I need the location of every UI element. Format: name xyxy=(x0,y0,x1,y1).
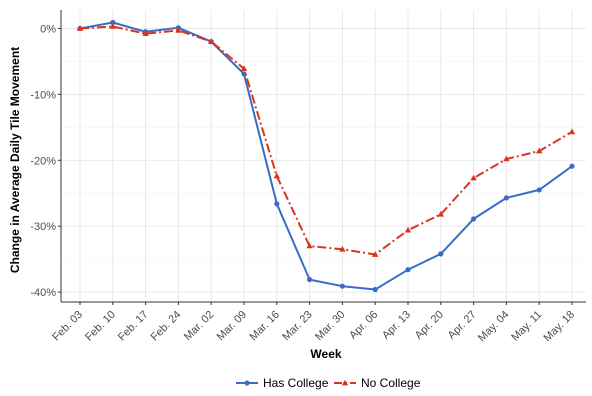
x-tick-label: Apr. 20 xyxy=(413,309,446,342)
x-tick-label: Feb. 03 xyxy=(50,309,85,344)
legend-label-has-college: Has College xyxy=(263,376,329,390)
x-tick-label: Mar. 02 xyxy=(182,309,216,343)
x-tick-label: Apr. 13 xyxy=(380,309,413,342)
data-point-has-college xyxy=(536,187,542,193)
x-tick-label: Apr. 27 xyxy=(446,309,479,342)
x-tick-label: Mar. 09 xyxy=(215,309,249,343)
legend: Has College No College xyxy=(236,376,421,390)
x-tick-label: May. 04 xyxy=(476,309,512,345)
data-point-no-college xyxy=(437,210,444,217)
x-tick-label: Mar. 30 xyxy=(313,309,347,343)
series-line-has-college xyxy=(79,21,573,291)
series-line-no-college xyxy=(79,25,573,256)
x-tick-label: Feb. 17 xyxy=(116,309,151,344)
y-tick-label: -10% xyxy=(30,89,56,101)
data-point-no-college xyxy=(536,147,543,154)
x-tick-label: Mar. 16 xyxy=(247,309,281,343)
data-point-no-college xyxy=(404,226,412,233)
data-point-has-college xyxy=(307,276,313,283)
data-point-no-college xyxy=(306,242,313,249)
series xyxy=(76,19,576,293)
legend-marker-no-college xyxy=(341,379,349,386)
x-tick-label: Mar. 23 xyxy=(280,309,314,343)
data-point-no-college xyxy=(240,65,248,71)
x-tick-label: Feb. 10 xyxy=(83,309,118,344)
y-tick-label: -40% xyxy=(30,287,56,299)
data-point-no-college xyxy=(470,174,477,181)
legend-marker-has-college xyxy=(244,380,250,386)
data-point-no-college xyxy=(208,38,215,44)
y-tick-label: -20% xyxy=(30,155,56,167)
data-point-no-college xyxy=(339,245,346,252)
data-point-no-college xyxy=(503,155,510,162)
data-point-no-college xyxy=(175,27,182,33)
data-point-no-college xyxy=(273,172,280,179)
x-tick-label: May. 18 xyxy=(542,309,578,345)
x-axis-title: Week xyxy=(310,347,341,361)
data-point-has-college xyxy=(339,283,345,289)
axes xyxy=(58,10,586,305)
x-tick-label: May. 11 xyxy=(509,309,544,344)
legend-label-no-college: No College xyxy=(361,376,421,390)
data-point-has-college xyxy=(471,216,477,222)
data-point-no-college xyxy=(109,23,116,29)
data-point-no-college xyxy=(372,251,379,257)
y-axis-title: Change in Average Daily Tile Movement xyxy=(8,47,22,273)
y-tick-label: -30% xyxy=(30,221,56,233)
data-point-has-college xyxy=(569,163,575,169)
x-tick-label: Feb. 24 xyxy=(149,309,184,344)
data-point-has-college xyxy=(110,19,116,26)
grid xyxy=(61,10,586,302)
data-point-no-college xyxy=(142,30,149,37)
data-point-has-college xyxy=(274,201,280,207)
x-tick-label: Apr. 06 xyxy=(347,309,380,342)
data-point-has-college xyxy=(405,267,411,273)
data-point-no-college xyxy=(568,128,576,135)
data-point-has-college xyxy=(503,195,509,201)
y-tick-label: 0% xyxy=(40,23,56,35)
data-point-has-college xyxy=(372,286,378,293)
data-point-has-college xyxy=(438,251,444,257)
data-point-no-college xyxy=(76,25,84,31)
